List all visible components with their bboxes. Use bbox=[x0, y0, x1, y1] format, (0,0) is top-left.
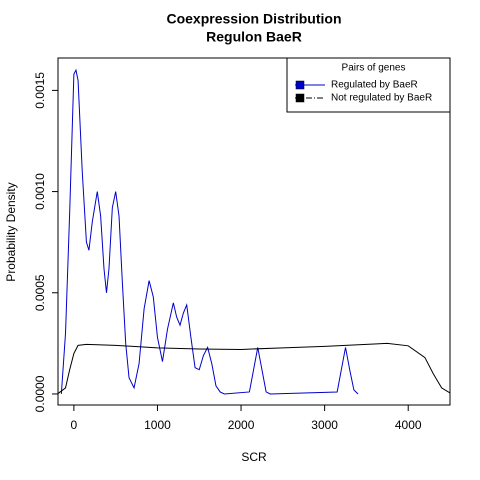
legend-swatch bbox=[295, 93, 305, 103]
density-line bbox=[60, 68, 359, 395]
density-line bbox=[57, 342, 451, 394]
x-tick-label: 0 bbox=[71, 418, 78, 432]
y-axis-label: Probability Density bbox=[4, 182, 18, 281]
x-tick-label: 2000 bbox=[228, 418, 255, 432]
chart-subtitle: Regulon BaeR bbox=[206, 29, 302, 45]
y-tick-label: 0.0000 bbox=[33, 375, 47, 412]
x-axis-label: SCR bbox=[241, 450, 267, 464]
plot-frame bbox=[57, 57, 451, 406]
legend-label: Regulated by BaeR bbox=[331, 80, 418, 91]
y-tick-label: 0.0015 bbox=[33, 72, 47, 109]
x-tick-label: 1000 bbox=[144, 418, 171, 432]
y-tick-label: 0.0005 bbox=[33, 274, 47, 311]
x-tick-label: 4000 bbox=[395, 418, 422, 432]
legend-swatch bbox=[295, 80, 305, 90]
x-tick-label: 3000 bbox=[311, 418, 338, 432]
legend-title: Pairs of genes bbox=[342, 63, 406, 74]
chart-title: Coexpression Distribution bbox=[166, 11, 341, 27]
y-tick-label: 0.0010 bbox=[33, 173, 47, 210]
legend-label: Not regulated by BaeR bbox=[331, 93, 432, 104]
